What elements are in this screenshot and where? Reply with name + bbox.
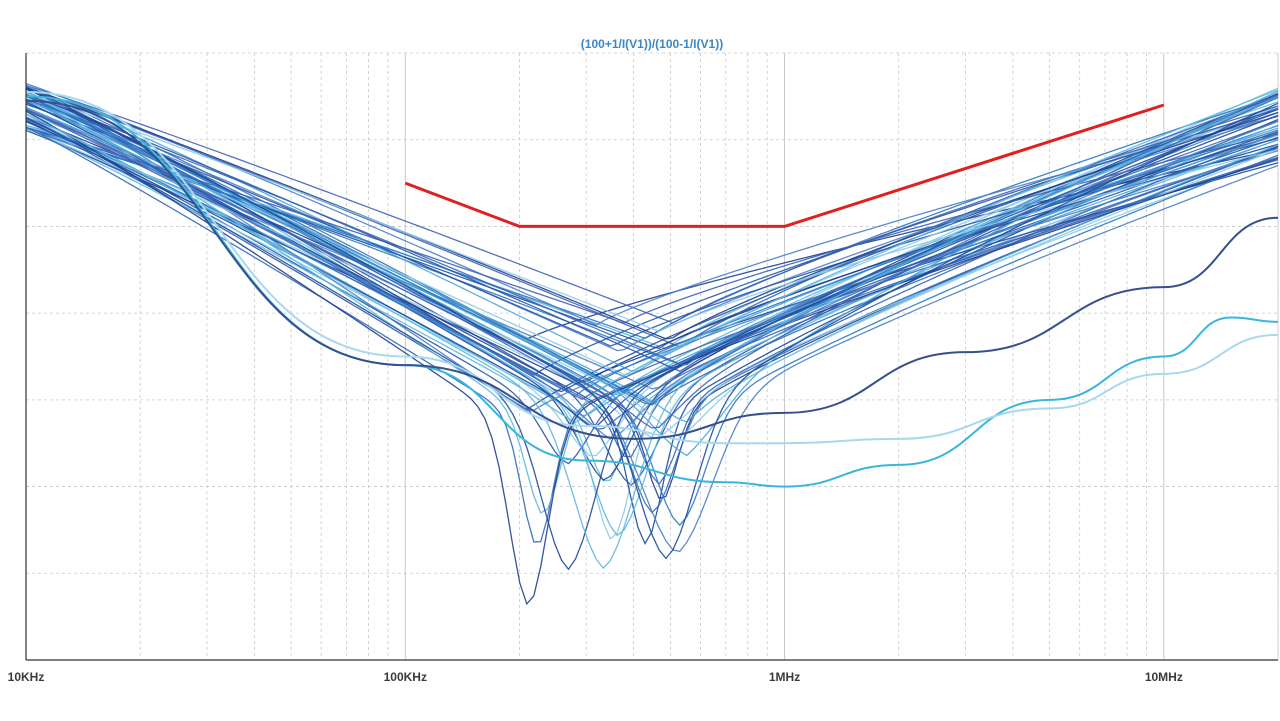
series-curve: [25, 101, 1279, 376]
series-curve: [25, 103, 1279, 347]
series-curve: [25, 86, 1279, 340]
series-curves: [25, 82, 1279, 606]
highlighted-series-curve: [25, 91, 1279, 445]
x-tick-label: 1MHz: [769, 670, 800, 684]
limit-line-group: [404, 103, 1165, 228]
series-curve: [25, 99, 1279, 527]
x-tick-labels: 10KHz 100KHz 1MHz 10MHz: [8, 670, 1183, 684]
series-curve: [25, 107, 1279, 553]
series-curve: [25, 85, 1279, 412]
series-curve: [25, 90, 1279, 457]
series-curve: [25, 93, 1279, 396]
series-curve: [25, 94, 1279, 340]
series-curve: [25, 89, 1279, 514]
series-curve: [25, 110, 1279, 606]
series-curve: [25, 124, 1279, 438]
x-tick-label: 100KHz: [384, 670, 427, 684]
chart-title: (100+1/I(V1))/(100-1/I(V1)): [581, 37, 723, 51]
x-tick-label: 10MHz: [1145, 670, 1183, 684]
series-curve: [25, 92, 1279, 333]
series-curve: [25, 97, 1279, 429]
series-curve: [25, 118, 1279, 397]
highlighted-series-curve: [25, 99, 1279, 440]
limit-line: [404, 103, 1165, 228]
series-curve: [25, 93, 1279, 373]
series-curve: [25, 98, 1279, 366]
series-curve: [25, 86, 1279, 560]
series-curve: [25, 95, 1279, 405]
x-tick-label: 10KHz: [8, 670, 45, 684]
